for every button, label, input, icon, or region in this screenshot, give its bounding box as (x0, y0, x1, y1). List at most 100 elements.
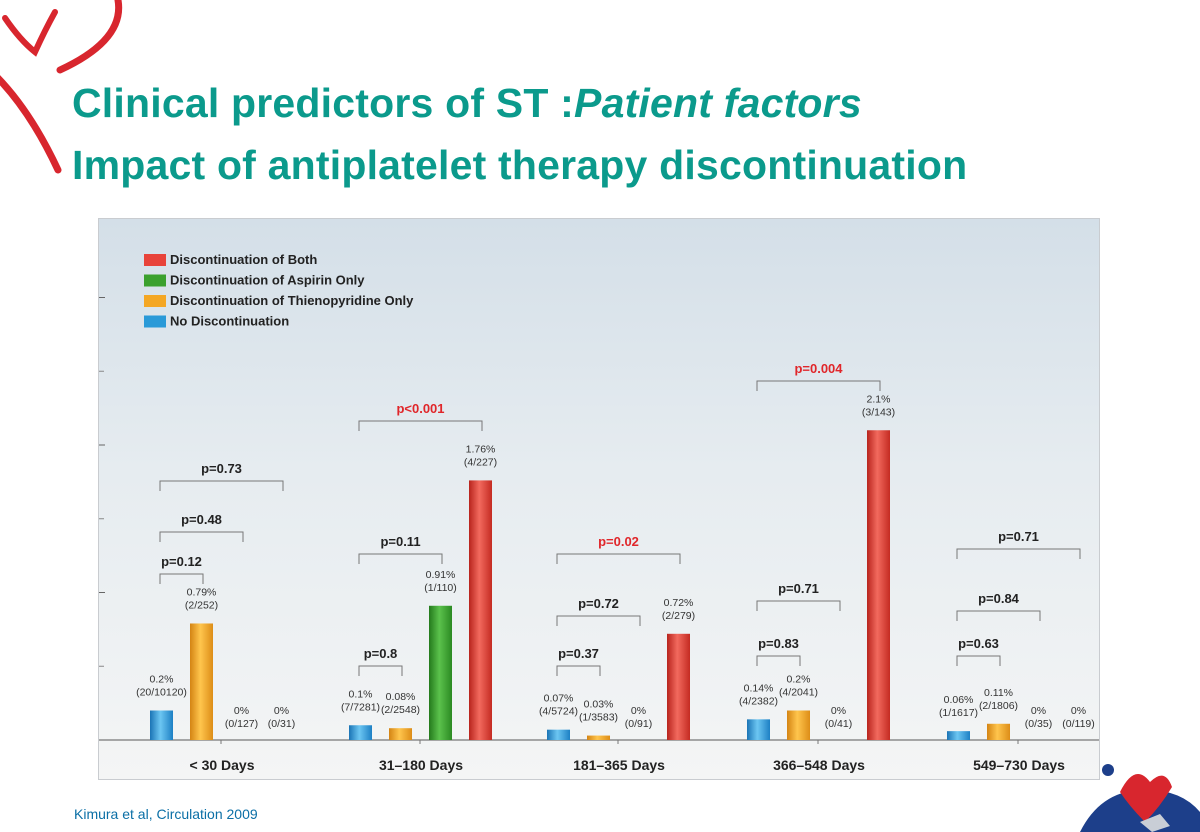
data-label-count: (0/35) (1025, 718, 1052, 730)
p-value-label: p=0.72 (578, 596, 619, 611)
data-label-count: (0/127) (225, 718, 258, 730)
p-value-bracket (756, 380, 881, 391)
p-value-bracket (556, 665, 601, 676)
chart-bars: 0%(0/31)0%(0/127)0.79%(2/252)0.2%(20/101… (136, 393, 1095, 740)
p-value-bracket (358, 665, 403, 676)
data-label-value: 2.1% (867, 393, 891, 405)
p-value-label: p=0.12 (161, 554, 202, 569)
bar-blue (547, 729, 570, 740)
p-value-brackets: p=0.12 p=0.48 p=0.73 p=0.8 p=0.11 p<0.001 p=0.… (159, 361, 1081, 676)
data-label-count: (0/91) (625, 718, 652, 730)
citation-text: Kimura et al, Circulation 2009 (74, 806, 258, 822)
p-value-bracket (956, 655, 1001, 666)
data-label-count: (4/2041) (779, 687, 818, 699)
bar-orange (787, 710, 810, 740)
x-tick-label: 181–365 Days (573, 757, 665, 773)
x-tick-label: 31–180 Days (379, 757, 463, 773)
p-value-bracket (358, 420, 483, 431)
legend-swatch (144, 254, 166, 266)
bar-orange (190, 623, 213, 740)
data-label-value: 0% (1071, 705, 1086, 717)
legend-swatch (144, 315, 166, 328)
data-label-value: 0.03% (584, 699, 614, 711)
legend-label: Discontinuation of Aspirin Only (170, 273, 365, 288)
data-label-value: 0.1% (349, 688, 373, 700)
p-value-bracket (159, 531, 244, 542)
bar-red (867, 430, 890, 740)
data-label-value: 0% (274, 705, 289, 717)
data-label-value: 0% (234, 705, 249, 717)
data-label-value: 0.14% (744, 682, 774, 694)
data-label-count: (1/1617) (939, 707, 978, 719)
p-value-bracket (756, 600, 841, 611)
bar-chart: 1.02.03.0Incidence of stent thrombosis (… (99, 252, 1099, 773)
p-value-bracket (756, 655, 801, 666)
chart-panel: 1.02.03.0Incidence of stent thrombosis (… (98, 218, 1100, 780)
legend-label: No Discontinuation (170, 314, 289, 329)
p-value-bracket (358, 553, 443, 564)
data-label-value: 0.06% (944, 694, 974, 706)
p-value-bracket (556, 615, 641, 626)
bar-blue (349, 725, 372, 740)
data-label-count: (2/2548) (381, 704, 420, 716)
p-value-label: p=0.71 (998, 529, 1039, 544)
p-value-label: p=0.83 (758, 636, 799, 651)
data-label-count: (20/10120) (136, 687, 187, 699)
data-label-count: (0/31) (268, 718, 295, 730)
x-tick-label: 366–548 Days (773, 757, 865, 773)
bar-orange (987, 723, 1010, 740)
data-label-value: 0.2% (787, 674, 811, 686)
data-label-count: (0/119) (1062, 718, 1095, 730)
data-label-value: 0.79% (187, 586, 217, 598)
data-label-count: (7/7281) (341, 701, 380, 713)
data-label-value: 0.2% (150, 674, 174, 686)
data-label-value: 0.91% (426, 569, 456, 581)
p-value-label: p=0.73 (201, 461, 242, 476)
p-value-label: p=0.11 (380, 534, 420, 549)
data-label-value: 0.72% (664, 597, 694, 609)
bar-blue (947, 731, 970, 740)
bar-orange (389, 728, 412, 740)
p-value-label: p=0.48 (181, 512, 222, 527)
data-label-count: (2/252) (185, 599, 218, 611)
p-value-bracket (556, 553, 681, 564)
bar-green (429, 605, 452, 740)
chart-legend: Discontinuation of Both Discontinuation o… (144, 252, 414, 329)
bar-blue (747, 719, 770, 740)
data-label-count: (4/227) (464, 456, 497, 468)
legend-label: Discontinuation of Both (170, 252, 317, 267)
data-label-count: (0/41) (825, 718, 852, 730)
data-label-count: (2/279) (662, 610, 695, 622)
bar-red (667, 633, 690, 740)
data-label-value: 0.07% (544, 693, 574, 705)
p-value-bracket (159, 573, 204, 584)
p-value-label: p=0.84 (978, 591, 1020, 606)
bar-red (469, 480, 492, 740)
data-label-count: (1/3583) (579, 712, 618, 724)
p-value-label: p=0.02 (598, 534, 639, 549)
slide-title-line-1: Clinical predictors of ST :Patient facto… (72, 80, 862, 127)
data-label-count: (1/110) (424, 582, 457, 594)
p-value-label: p=0.8 (364, 646, 398, 661)
x-tick-label: 549–730 Days (973, 757, 1065, 773)
slide-title-line-2: Impact of antiplatelet therapy discontin… (72, 142, 968, 188)
data-label-value: 1.76% (466, 443, 496, 455)
x-tick-label: < 30 Days (190, 757, 255, 773)
data-label-count: (3/143) (862, 406, 895, 418)
chart-axes: 1.02.03.0Incidence of stent thrombosis (… (99, 297, 1099, 773)
title-italic-text: Patient factors (574, 80, 862, 126)
data-label-value: 0.11% (984, 687, 1013, 699)
p-value-label: p=0.71 (778, 581, 819, 596)
heart-logo-icon (0, 0, 123, 174)
data-label-count: (4/5724) (539, 706, 578, 718)
p-value-label: p=0.63 (958, 636, 999, 651)
p-value-label: p=0.004 (794, 361, 843, 376)
p-value-label: p<0.001 (396, 401, 444, 416)
p-value-bracket (159, 480, 284, 491)
data-label-count: (2/1806) (979, 700, 1018, 712)
p-value-bracket (956, 548, 1081, 559)
bar-blue (150, 710, 173, 740)
p-value-label: p=0.37 (558, 646, 599, 661)
corner-decoration-icon (1080, 764, 1200, 832)
data-label-value: 0.08% (386, 691, 416, 703)
